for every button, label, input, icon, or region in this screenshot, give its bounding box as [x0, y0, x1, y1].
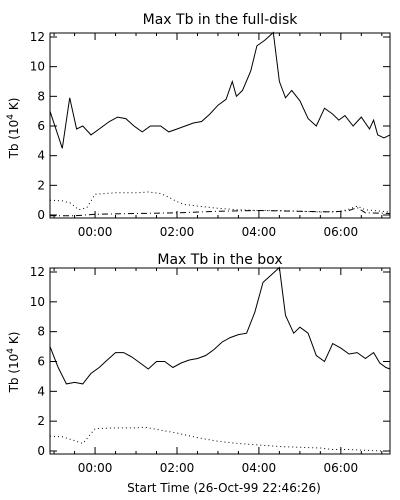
y-tick-label: 12: [30, 265, 45, 279]
series-line-solid: [49, 266, 391, 385]
x-tick-label: 02:00: [160, 225, 195, 239]
y-axis-label-sup: 4: [6, 348, 16, 354]
y-tick-label: 0: [37, 208, 45, 222]
y-tick-label: 0: [37, 444, 45, 458]
y-axis-label-sup: 4: [6, 114, 16, 120]
y-ticks: 0 2 4 6 8 10 12: [30, 30, 390, 222]
x-tick-label: 00:00: [78, 225, 113, 239]
y-axis-label-tail: K): [7, 332, 21, 348]
x-tick-label: 06:00: [324, 461, 359, 475]
y-tick-label: 12: [30, 30, 45, 44]
series-line-dotted: [49, 426, 390, 452]
x-tick-label: 02:00: [160, 461, 195, 475]
y-tick-label: 6: [37, 119, 45, 133]
x-tick-label: 04:00: [242, 225, 277, 239]
x-tick-label: 06:00: [324, 225, 359, 239]
y-tick-label: 10: [30, 295, 45, 309]
y-ticks: 0 2 4 6 8 10 12: [30, 265, 390, 458]
chart-title: Max Tb in the box: [157, 252, 282, 268]
y-axis-label: Tb (104 K): [6, 98, 21, 160]
chart-title: Max Tb in the full-disk: [143, 12, 299, 28]
y-axis-label-main: Tb (10: [7, 354, 21, 394]
y-axis-label-tail: K): [7, 98, 21, 114]
panel-full-disk: Max Tb in the full-disk Tb (104 K) 00:00…: [6, 12, 391, 239]
y-tick-label: 8: [37, 325, 45, 339]
series-group: [49, 31, 391, 217]
series-line-dotted: [49, 191, 391, 213]
x-tick-label: 04:00: [242, 461, 277, 475]
series-group: [49, 266, 391, 452]
y-axis-label: Tb (104 K): [6, 332, 21, 394]
panel-box: Max Tb in the box Tb (104 K) 00:00 02:00 0…: [6, 252, 391, 495]
x-ticks: 00:00 02:00 04:00 06:00: [53, 33, 383, 239]
y-tick-label: 10: [30, 60, 45, 74]
x-axis-label: Start Time (26-Oct-99 22:46:26): [127, 481, 321, 495]
y-tick-label: 2: [37, 414, 45, 428]
plot-frame: [49, 267, 391, 455]
x-tick-label: 00:00: [78, 461, 113, 475]
y-tick-label: 8: [37, 89, 45, 103]
y-tick-label: 2: [37, 178, 45, 192]
y-axis-label-main: Tb (10: [7, 120, 21, 160]
x-ticks: 00:00 02:00 04:00 06:00: [53, 268, 383, 475]
plot-frame: [49, 32, 391, 219]
y-tick-label: 6: [37, 355, 45, 369]
series-line-solid: [49, 31, 391, 149]
y-tick-label: 4: [37, 149, 45, 163]
series-line-dashdot: [50, 207, 391, 217]
y-tick-label: 4: [37, 384, 45, 398]
